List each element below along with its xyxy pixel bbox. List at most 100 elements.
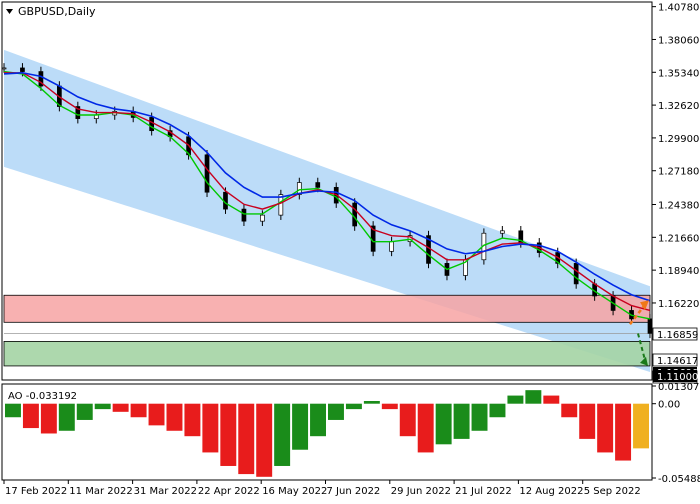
candle-body (20, 67, 25, 72)
ao-bar (633, 403, 649, 449)
ao-bar (202, 403, 219, 453)
candle-body (296, 182, 302, 195)
price-tick-label: 1.38060 (658, 35, 699, 46)
candle-body (573, 263, 579, 285)
candle-body (352, 202, 358, 227)
price-tick-label: 1.29900 (658, 134, 699, 145)
ao-bar (417, 403, 434, 453)
ao-bar (22, 403, 39, 429)
ao-bar (220, 403, 237, 466)
ao-bar (238, 403, 255, 475)
ao-bar (453, 403, 470, 439)
ao-bar (40, 403, 57, 434)
ao-label: AO -0.033192 (8, 391, 77, 402)
price-tick-label: 1.40780 (658, 3, 699, 14)
symbol-menu-triangle-icon[interactable] (6, 9, 13, 14)
candle-body (389, 241, 394, 252)
ao-bar (363, 400, 380, 404)
ao-bar (471, 403, 488, 431)
chart-title: GBPUSD,Daily (18, 5, 96, 18)
price-tick-label: 1.27180 (658, 167, 699, 178)
label-mid: 1.14617 (657, 356, 698, 367)
resistance-zone[interactable] (3, 294, 651, 323)
awesome-oscillator-panel[interactable] (5, 390, 649, 477)
price-tick-label: 1.18940 (658, 266, 699, 277)
ao-bar (435, 403, 452, 445)
ao-bar (310, 403, 326, 437)
candle-body (241, 208, 247, 222)
date-tick-label: 22 Apr 2022 (198, 486, 260, 497)
ao-bar (489, 403, 506, 418)
ao-bar (112, 403, 129, 412)
candle-body (149, 117, 155, 132)
ao-bar (5, 403, 21, 418)
trend-channel[interactable] (4, 49, 650, 372)
ao-bar (561, 403, 578, 418)
label-upper: 1.16859 (657, 330, 698, 341)
ao-bar (345, 403, 362, 410)
date-tick-label: 12 Aug 2022 (519, 486, 583, 497)
candle-body (75, 106, 81, 119)
label-mid-bg (652, 353, 698, 367)
bearish-forecast-arrow (637, 333, 647, 365)
candle-body (499, 230, 505, 234)
date-tick-label: 21 Jul 2022 (455, 486, 512, 497)
ao-bar (58, 403, 75, 431)
ao-bar (292, 403, 309, 450)
ao-bar (184, 403, 201, 437)
candle-body (647, 318, 653, 334)
ao-tick-label: 0.00 (658, 400, 680, 411)
ao-bar (381, 403, 398, 410)
date-tick-label: 5 Sep 2022 (584, 486, 641, 497)
ao-bar (148, 403, 165, 426)
ao-tick-label: -0.054887 (658, 474, 700, 485)
ao-bar (76, 403, 93, 420)
date-tick-label: 31 Mar 2022 (134, 486, 197, 497)
date-axis: 17 Feb 2022 11 Mar 2022 31 Mar 2022 22 Apr … (3, 480, 641, 497)
label-target: 1.11000 (657, 372, 698, 383)
date-tick-label: 29 Jun 2022 (391, 486, 451, 497)
date-tick-label: 7 Jun 2022 (327, 486, 381, 497)
ao-panel-frame (1, 383, 653, 481)
price-panel[interactable] (1, 49, 653, 372)
support-zone[interactable] (3, 341, 651, 367)
ma-slow-line (3, 71, 651, 302)
ao-bar (274, 403, 291, 466)
ao-bar (615, 403, 632, 461)
ao-histogram (5, 390, 649, 477)
ao-bar (525, 390, 542, 404)
candle-body (38, 71, 44, 87)
ao-axis: 0.013076 0.00 -0.054887 (652, 382, 700, 485)
date-tick-label: 17 Feb 2022 (5, 486, 67, 497)
label-upper-bg (652, 327, 698, 341)
ao-bar (94, 403, 111, 410)
price-level-labels: 1.16859 1.14617 1.13690 1.13033 1.11000 (652, 327, 698, 384)
date-tick-label: 11 Mar 2022 (69, 486, 132, 497)
candle-body (315, 182, 321, 188)
ao-bar (543, 395, 560, 404)
bullish-arrow-head (640, 300, 649, 311)
candle-body (260, 214, 265, 222)
price-panel-frame (1, 1, 653, 381)
candle-body (204, 154, 210, 193)
ao-bar (579, 403, 596, 439)
price-tick-label: 1.35340 (658, 68, 699, 79)
price-tick-label: 1.21660 (658, 233, 699, 244)
ao-bar (507, 395, 524, 404)
candle-body (1, 67, 7, 70)
ao-tick-label: 0.013076 (658, 382, 700, 393)
label-target-bg (653, 370, 697, 382)
date-tick-label: 16 May 2022 (262, 486, 327, 497)
ao-bar (256, 403, 273, 477)
ao-bar (399, 403, 416, 437)
candle-body (278, 194, 284, 216)
price-tick-label: 1.32620 (658, 101, 699, 112)
price-tick-label: 1.16220 (658, 299, 699, 310)
price-axis: 1.40780 1.38060 1.35340 1.32620 1.29900 1.271… (652, 3, 699, 310)
ao-bar (328, 403, 344, 420)
ao-bar (597, 403, 614, 453)
bearish-arrow-head (640, 356, 648, 366)
price-tick-label: 1.24380 (658, 201, 699, 212)
ao-bar (166, 403, 183, 431)
